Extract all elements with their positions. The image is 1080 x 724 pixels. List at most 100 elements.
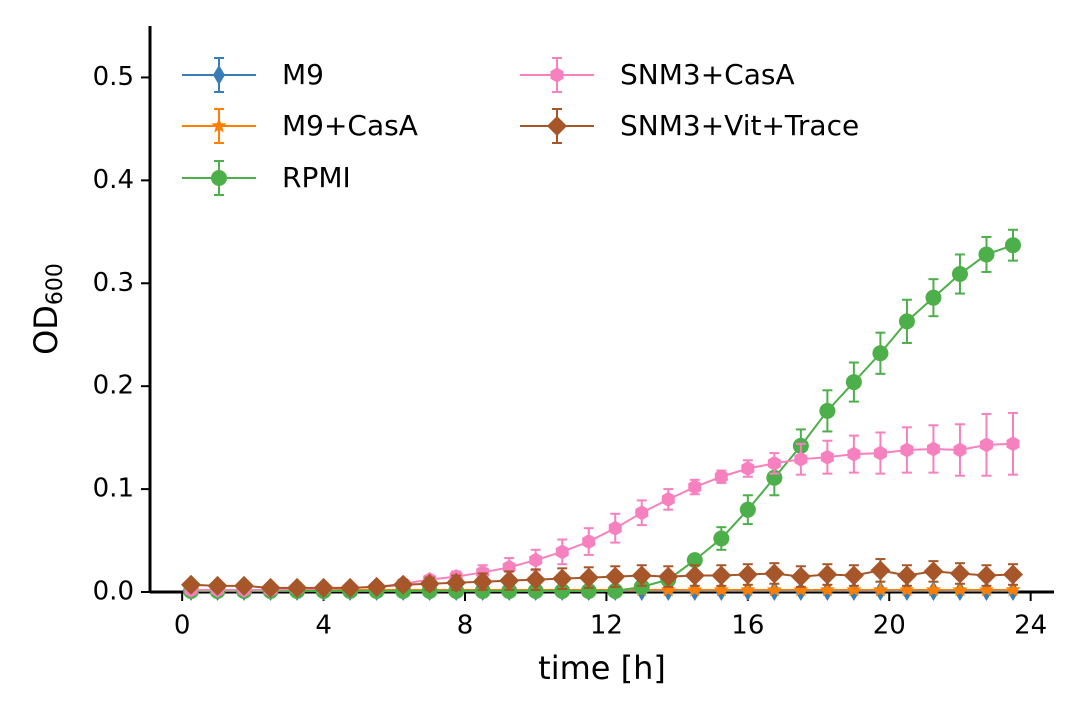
marker <box>555 544 569 560</box>
marker <box>978 246 995 263</box>
y-tick-label: 0.4 <box>93 165 134 195</box>
marker <box>605 566 626 587</box>
marker <box>419 573 440 594</box>
marker <box>819 402 836 419</box>
marker <box>843 565 864 586</box>
legend-marker <box>211 170 227 186</box>
y-axis-label-sub: 600 <box>43 263 68 305</box>
x-tick-label: 24 <box>1014 611 1047 641</box>
marker <box>870 560 891 581</box>
marker <box>820 449 834 465</box>
x-tick-label: 12 <box>590 611 623 641</box>
marker <box>608 520 622 536</box>
marker <box>340 577 361 598</box>
marker <box>554 582 571 599</box>
marker <box>899 581 915 597</box>
marker <box>898 313 915 330</box>
marker <box>739 501 756 518</box>
marker <box>582 534 596 550</box>
y-axis-label: OD600 <box>27 263 68 355</box>
marker <box>501 582 518 599</box>
marker <box>872 345 889 362</box>
legend-marker <box>550 67 564 83</box>
marker <box>552 568 573 589</box>
marker <box>366 576 387 597</box>
marker <box>499 570 520 591</box>
marker <box>688 479 702 495</box>
marker <box>740 581 756 597</box>
marker <box>1006 436 1020 452</box>
x-tick-label: 20 <box>873 611 906 641</box>
x-tick-label: 8 <box>457 611 474 641</box>
y-tick-label: 0.2 <box>93 371 134 401</box>
series-line <box>190 569 1014 589</box>
marker <box>181 574 202 595</box>
marker <box>978 581 995 597</box>
series-line <box>191 442 1014 591</box>
marker <box>472 571 493 592</box>
marker <box>766 581 782 597</box>
marker <box>790 566 811 587</box>
marker <box>713 530 730 547</box>
marker <box>207 575 228 596</box>
marker <box>1004 237 1021 254</box>
marker <box>817 564 838 585</box>
marker <box>660 581 676 597</box>
marker <box>923 561 944 582</box>
marker <box>446 572 467 593</box>
x-tick-label: 4 <box>315 611 332 641</box>
marker <box>845 374 862 391</box>
x-tick-label: 16 <box>731 611 764 641</box>
marker <box>529 552 543 568</box>
marker <box>793 581 809 597</box>
marker <box>1005 581 1021 597</box>
marker <box>976 565 997 586</box>
marker <box>896 565 917 586</box>
marker <box>658 566 679 587</box>
marker <box>767 455 781 471</box>
series-line <box>191 244 1014 592</box>
marker <box>819 581 835 597</box>
marker <box>527 582 544 599</box>
marker <box>953 442 967 458</box>
y-tick-label: 0.3 <box>93 268 134 298</box>
marker <box>949 563 970 584</box>
marker <box>1002 564 1023 585</box>
legend-marker <box>213 65 225 85</box>
y-axis-label-main: OD <box>27 305 65 355</box>
marker <box>873 445 887 461</box>
marker <box>925 289 942 306</box>
legend-label: SNM3+Vit+Trace <box>620 109 859 142</box>
marker <box>900 442 914 458</box>
marker <box>737 564 758 585</box>
legend-label: RPMI <box>282 161 351 194</box>
marker <box>686 552 703 569</box>
legend-label: M9+CasA <box>282 109 418 142</box>
x-tick-label: 0 <box>174 611 191 641</box>
marker <box>951 266 968 283</box>
y-tick-label: 0.5 <box>93 62 134 92</box>
marker <box>393 574 414 595</box>
marker <box>847 446 861 462</box>
marker <box>631 565 652 586</box>
marker <box>684 565 705 586</box>
marker <box>741 461 755 477</box>
marker <box>661 491 675 507</box>
marker <box>713 581 729 597</box>
marker <box>578 567 599 588</box>
marker <box>633 578 650 595</box>
marker <box>714 469 728 485</box>
marker <box>635 505 649 521</box>
marker <box>313 577 334 598</box>
x-axis-label: time [h] <box>538 649 666 687</box>
y-tick-label: 0.0 <box>93 577 134 607</box>
marker <box>234 575 255 596</box>
legend-label: SNM3+CasA <box>620 58 795 91</box>
marker <box>794 451 808 467</box>
marker <box>687 581 703 597</box>
marker <box>926 441 940 457</box>
marker <box>925 581 942 597</box>
legend-label: M9 <box>282 58 324 91</box>
marker <box>711 565 732 586</box>
